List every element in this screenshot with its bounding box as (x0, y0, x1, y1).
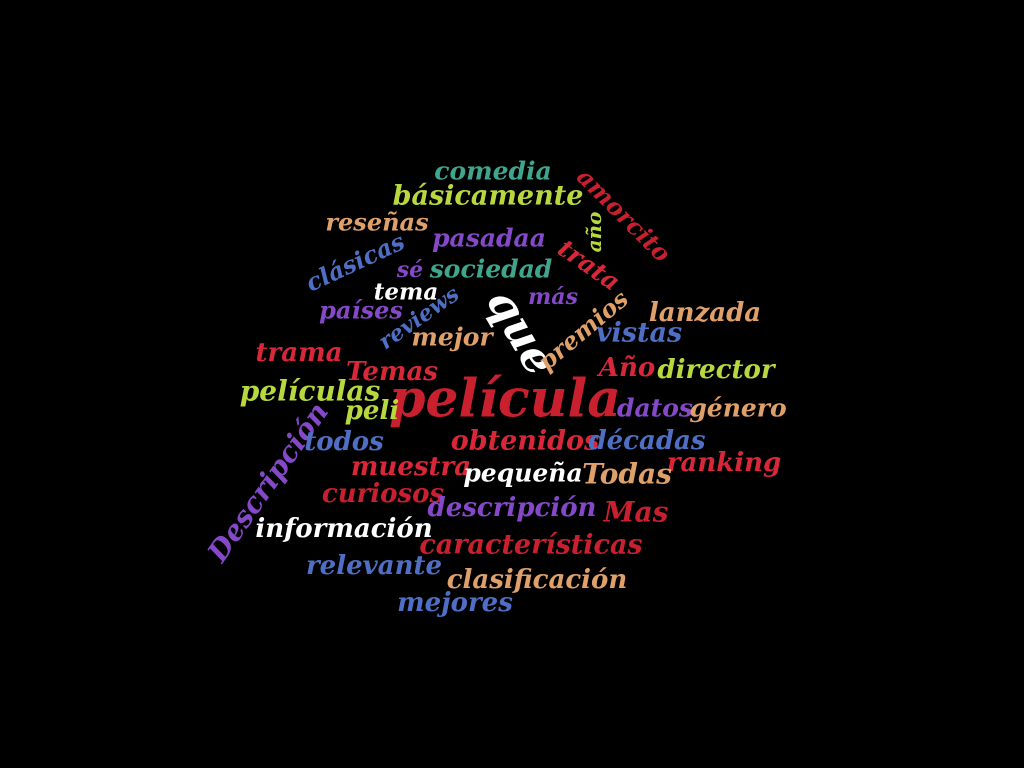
word-trama: trama (256, 338, 343, 368)
word-muestra: muestra (351, 452, 471, 482)
word-genero: género (689, 394, 786, 423)
word-temas: Temas (346, 357, 438, 387)
word-caracteristicas: características (419, 530, 642, 561)
word-decadas: décadas (588, 426, 705, 456)
word-mejor: mejor (411, 323, 494, 352)
word-basicamente: básicamente (393, 181, 584, 212)
word-resenas: reseñas (325, 208, 429, 237)
word-pasadaa: pasadaa (432, 224, 546, 253)
word-todas: Todas (582, 458, 672, 491)
word-peliculas: películas (240, 375, 381, 408)
word-todos: todos (304, 427, 384, 457)
word-pequena: pequeña (463, 459, 582, 488)
word-ano-upper: Año (596, 353, 655, 383)
word-lanzada: lanzada (649, 298, 761, 328)
word-mas-upper: Mas (603, 496, 669, 529)
word-mejores: mejores (397, 588, 513, 618)
word-mas-lower: más (528, 284, 578, 310)
word-clasificacion: clasificación (447, 565, 628, 595)
word-ano-lower: año (582, 212, 606, 253)
word-vistas: vistas (596, 318, 682, 349)
word-comedia: comedia (434, 157, 551, 186)
word-pelicula: película (389, 369, 621, 430)
word-ranking: ranking (667, 448, 781, 478)
word-sociedad: sociedad (429, 255, 553, 284)
word-relevante: relevante (306, 551, 442, 581)
word-curiosos: curiosos (322, 479, 445, 509)
word-se: sé (396, 257, 423, 283)
word-tema: tema (374, 279, 439, 306)
word-director: director (657, 355, 776, 385)
word-informacion: información (255, 514, 432, 544)
word-obtenidos: obtenidos (451, 426, 600, 457)
word-descripcion-lower: descripción (428, 493, 597, 523)
word-peli: peli (345, 396, 399, 426)
word-datos: datos (617, 394, 693, 423)
word-paises: países (319, 296, 403, 325)
